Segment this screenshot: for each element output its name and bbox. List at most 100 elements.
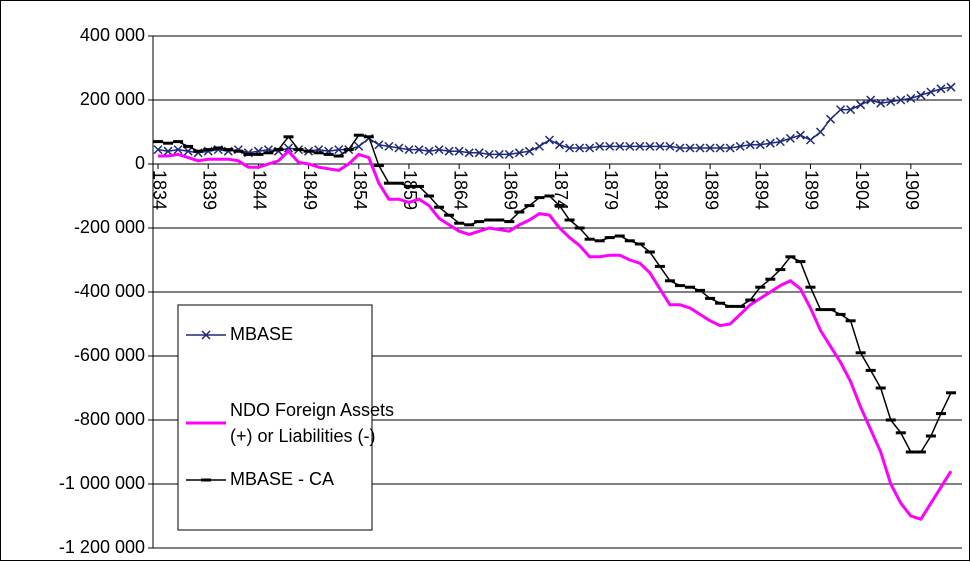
x-tick-label: 1859 [400,170,420,210]
y-tick-label: 0 [135,153,145,173]
legend-label-line: NDO Foreign Assets [230,400,394,420]
marker [715,143,725,153]
marker [575,143,585,153]
marker [153,145,163,155]
marker [685,143,695,153]
y-tick-label: 200 000 [80,89,145,109]
x-tick-label: 1884 [651,170,671,210]
marker [916,90,926,100]
legend-marker [201,330,211,340]
marker [735,141,745,151]
marker [454,146,464,156]
marker [474,148,484,158]
x-tick-label: 1874 [551,170,571,210]
legend-label: MBASE [230,324,293,344]
marker [876,98,886,108]
marker [173,145,183,155]
marker [534,141,544,151]
marker [856,100,866,110]
marker [283,143,294,153]
marker [334,145,344,155]
y-tick-label: -800 000 [74,409,145,429]
x-tick-label: 1834 [149,170,169,210]
marker [374,140,384,150]
marker [795,130,805,140]
x-tick-label: 1909 [902,170,922,210]
marker [755,140,765,150]
y-tick-label: 400 000 [80,25,145,45]
y-tick-label: -200 000 [74,217,145,237]
marker [815,127,826,137]
marker [605,141,615,151]
marker [484,149,494,159]
marker [886,97,896,107]
marker [926,87,936,97]
marker [946,82,956,92]
x-tick-label: 1869 [501,170,521,210]
marker [595,141,605,151]
y-tick-label: -1 200 000 [59,537,145,557]
marker [183,146,193,156]
marker [494,149,504,159]
marker [504,149,514,159]
marker [354,141,364,151]
marker [906,93,916,103]
y-tick-label: -600 000 [74,345,145,365]
marker [625,141,635,151]
marker [615,141,625,151]
marker [163,146,173,156]
marker [464,148,474,158]
marker [444,146,454,156]
marker [695,143,705,153]
x-tick-label: 1849 [300,170,320,210]
x-tick-label: 1899 [802,170,822,210]
marker [394,143,404,153]
marker [725,143,735,153]
x-tick-label: 1894 [752,170,772,210]
y-tick-label: -1 000 000 [59,473,145,493]
x-tick-label: 1839 [199,170,219,210]
marker [384,141,394,151]
x-tick-label: 1889 [701,170,721,210]
marker [544,135,555,145]
marker [655,141,665,151]
marker [866,95,876,105]
marker [896,95,906,105]
x-tick-label: 1879 [601,170,621,210]
marker [826,114,836,124]
marker [645,141,655,151]
x-tick-label: 1904 [852,170,872,210]
marker [765,138,775,148]
series-line [158,149,953,521]
marker [565,143,575,153]
marker [524,146,534,156]
marker [635,141,645,151]
marker [775,137,785,147]
x-tick-label: 1844 [250,170,270,210]
y-tick-label: -400 000 [74,281,145,301]
legend-label-line: (+) or Liabilities (-) [230,426,376,446]
legend-label: NDO Foreign Assets (+) or Liabilities (-) [230,400,394,446]
legend-label: MBASE - CA [230,469,334,489]
marker [785,133,795,143]
x-tick-label: 1854 [350,170,370,210]
marker [585,143,595,153]
series-line [157,134,952,453]
marker [514,148,524,158]
marker [705,143,715,153]
marker [404,145,414,155]
marker [675,143,685,153]
marker [936,84,946,94]
marker [424,146,434,156]
x-tick-label: 1864 [450,170,470,210]
marker [434,145,444,155]
marker [554,140,565,150]
marker [846,105,856,115]
marker [414,145,424,155]
marker [745,140,755,150]
marker [805,135,815,145]
marker [836,105,846,115]
legend-box [177,304,373,531]
